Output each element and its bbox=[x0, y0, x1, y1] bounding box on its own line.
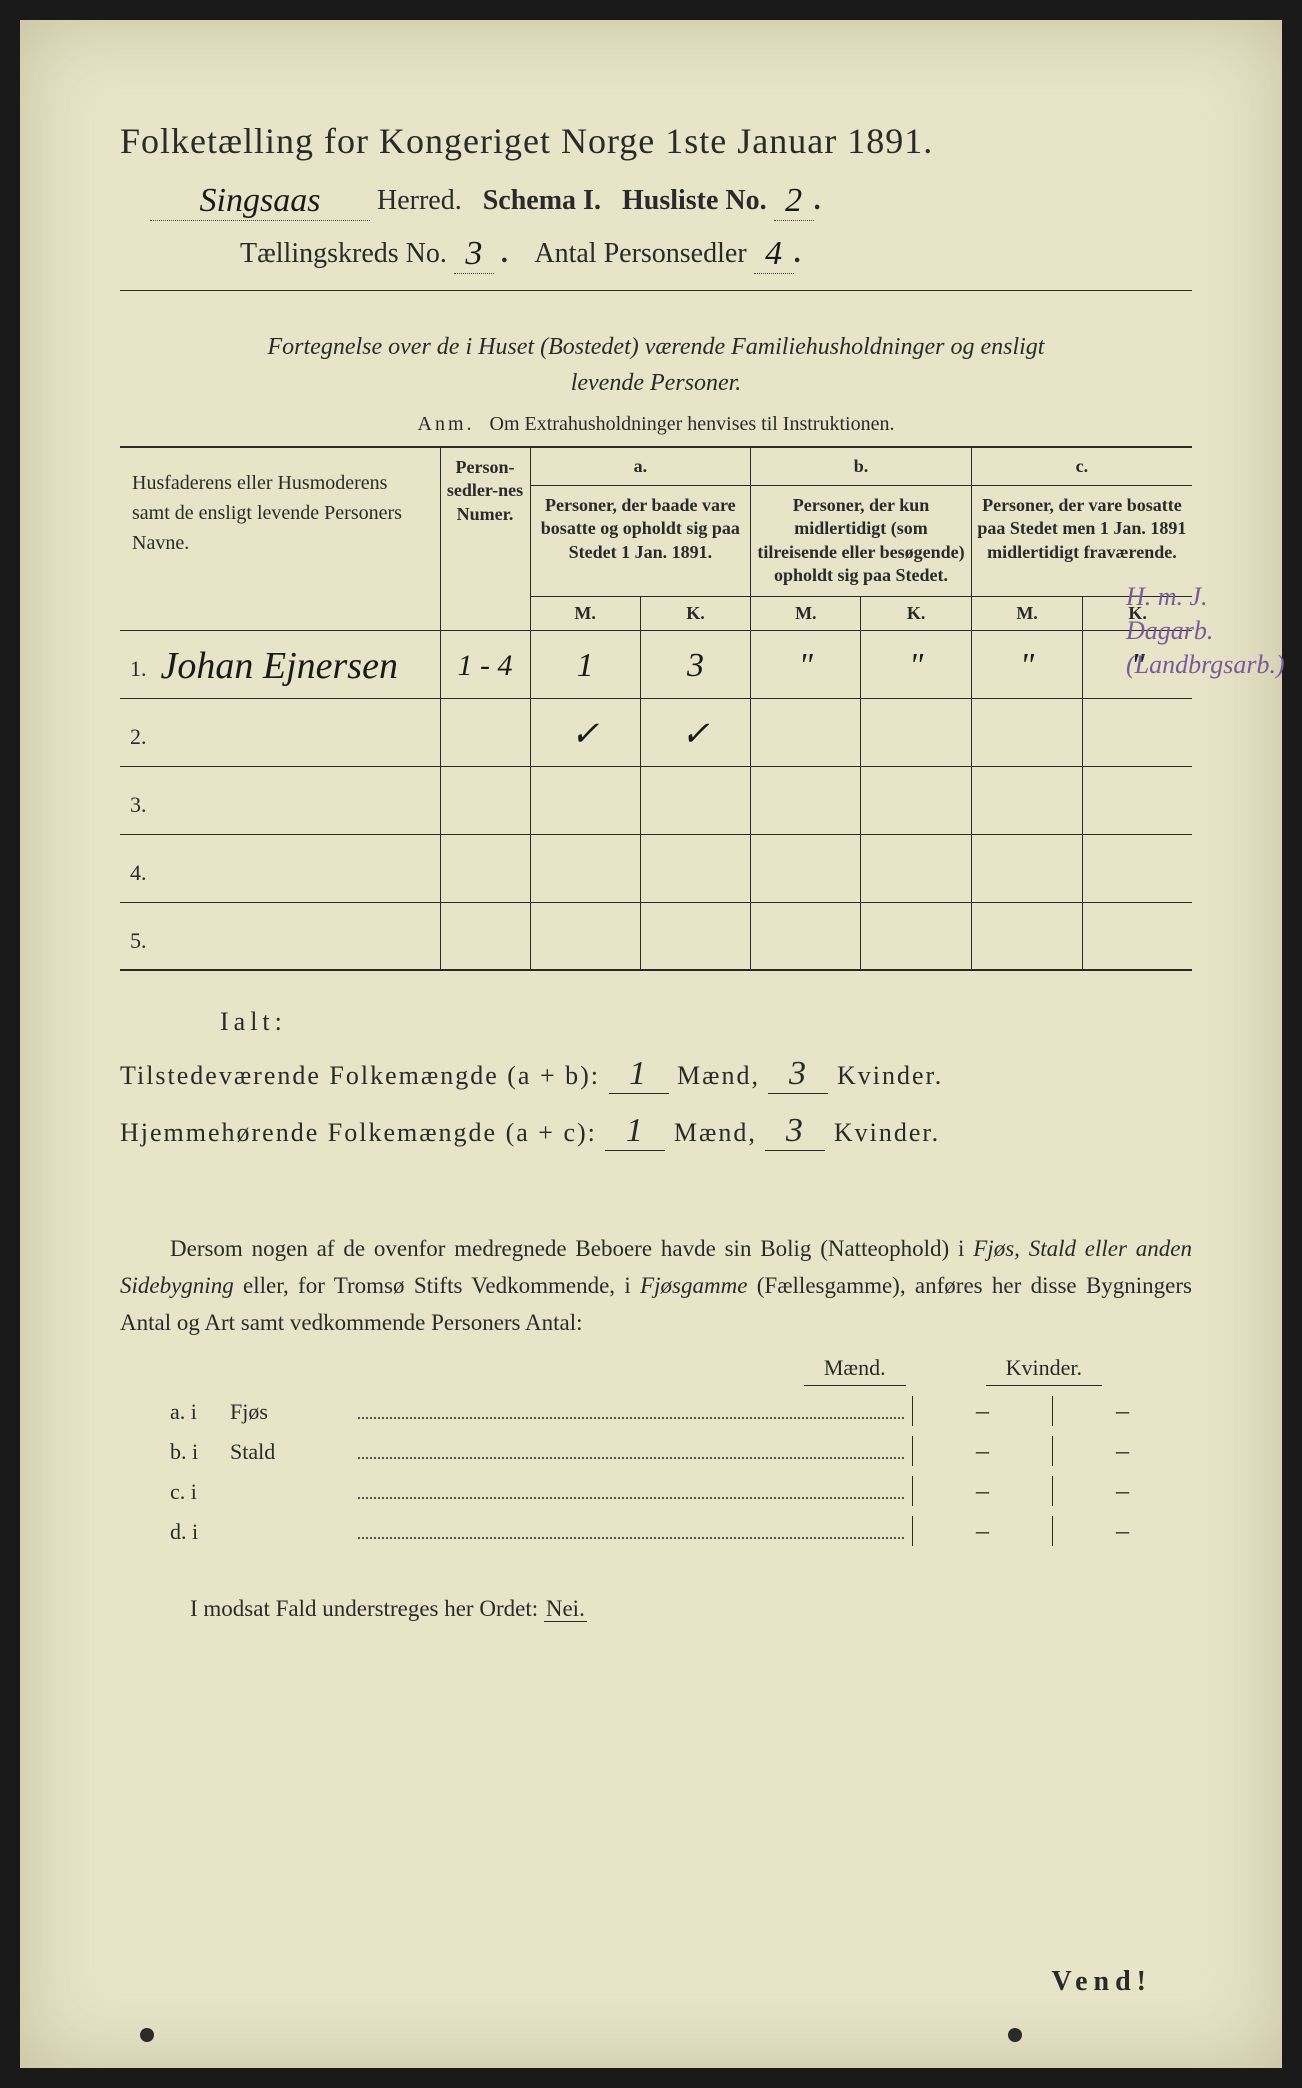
subtitle-line2: levende Personer. bbox=[571, 370, 742, 396]
subtitle-line1: Fortegnelse over de i Huset (Bostedet) v… bbox=[268, 334, 1045, 360]
kvinder-label-2: Kvinder. bbox=[834, 1118, 940, 1147]
building-row: b. iStald–– bbox=[120, 1436, 1192, 1466]
building-mk-header: Mænd. Kvinder. bbox=[120, 1355, 1192, 1386]
herred-label: Herred. bbox=[377, 185, 462, 216]
present-pop-label: Tilstedeværende Folkemængde (a + b): bbox=[120, 1061, 600, 1090]
negate-word: Nei. bbox=[544, 1596, 587, 1622]
present-women: 3 bbox=[768, 1055, 828, 1094]
col-a-label: a. bbox=[530, 447, 751, 486]
tkreds-no: 3 bbox=[454, 235, 494, 274]
margin-note-3: (Landbrgsarb.) bbox=[1126, 650, 1285, 679]
maend-label-2: Mænd, bbox=[674, 1118, 757, 1147]
anm-label: Anm. bbox=[418, 413, 475, 435]
negate-text: I modsat Fald understreges her Ordet: bbox=[190, 1596, 538, 1621]
margin-annotation: H. m. J. Dagarb. (Landbrgsarb.) bbox=[1126, 580, 1276, 681]
table-row: 4. bbox=[120, 834, 1192, 902]
building-row: c. i–– bbox=[120, 1476, 1192, 1506]
totals-line-2: Hjemmehørende Folkemængde (a + c): 1 Mæn… bbox=[120, 1112, 1192, 1151]
table-row: 2. ✓✓ bbox=[120, 698, 1192, 766]
resident-pop-label: Hjemmehørende Folkemængde (a + c): bbox=[120, 1118, 597, 1147]
census-form-page: Folketælling for Kongeriget Norge 1ste J… bbox=[20, 20, 1282, 2068]
tkreds-label: Tællingskreds No. bbox=[240, 238, 447, 269]
totals-line-1: Tilstedeværende Folkemængde (a + b): 1 M… bbox=[120, 1055, 1192, 1094]
table-row: 5. bbox=[120, 902, 1192, 970]
kvinder-label-1: Kvinder. bbox=[837, 1061, 943, 1090]
hole-punch-left bbox=[140, 2028, 154, 2042]
negate-line: I modsat Fald understreges her Ordet: Ne… bbox=[120, 1596, 1192, 1622]
husliste-no: 2 bbox=[774, 182, 814, 221]
subtitle: Fortegnelse over de i Huset (Bostedet) v… bbox=[120, 329, 1192, 401]
col-b-text: Personer, der kun midlertidigt (som tilr… bbox=[757, 495, 964, 585]
header-line-3: Tællingskreds No. 3 . Antal Personsedler… bbox=[120, 233, 1192, 272]
building-paragraph: Dersom nogen af de ovenfor medregnede Be… bbox=[120, 1231, 1192, 1341]
margin-note-1: H. m. J. bbox=[1126, 582, 1208, 611]
ialt-label: Ialt: bbox=[120, 1007, 1192, 1037]
col-b-m: M. bbox=[751, 596, 861, 630]
header-line-2: Singsaas Herred. Schema I. Husliste No. … bbox=[120, 180, 1192, 219]
col-name-header: Husfaderens eller Husmoderens samt de en… bbox=[132, 472, 402, 554]
table-row: 1. Johan Ejnersen1 - 413"""" bbox=[120, 630, 1192, 698]
maend-label-1: Mænd, bbox=[677, 1061, 760, 1090]
household-table: Husfaderens eller Husmoderens samt de en… bbox=[120, 446, 1192, 971]
table-row: 3. bbox=[120, 766, 1192, 834]
col-b-k: K. bbox=[861, 596, 971, 630]
col-numer-header: Person-sedler-nes Numer. bbox=[447, 457, 523, 524]
building-row: a. iFjøs–– bbox=[120, 1396, 1192, 1426]
anm-text: Om Extrahusholdninger henvises til Instr… bbox=[490, 413, 895, 435]
col-a-text: Personer, der baade vare bosatte og opho… bbox=[541, 495, 740, 562]
page-title: Folketælling for Kongeriget Norge 1ste J… bbox=[120, 120, 1192, 162]
col-c-text: Personer, der vare bosatte paa Stedet me… bbox=[977, 495, 1186, 562]
building-row: d. i–– bbox=[120, 1516, 1192, 1546]
resident-women: 3 bbox=[765, 1112, 825, 1151]
schema-label: Schema I. bbox=[483, 185, 601, 216]
kvinder-col-header: Kvinder. bbox=[986, 1355, 1102, 1386]
hole-punch-right bbox=[1008, 2028, 1022, 2042]
turn-over-label: Vend! bbox=[1051, 1966, 1152, 1998]
antal-label: Antal Personsedler bbox=[534, 238, 746, 269]
col-a-m: M. bbox=[530, 596, 640, 630]
husliste-label: Husliste No. bbox=[622, 185, 767, 216]
col-a-k: K. bbox=[640, 596, 750, 630]
resident-men: 1 bbox=[605, 1112, 665, 1151]
antal-no: 4 bbox=[754, 235, 794, 274]
col-c-m: M. bbox=[971, 596, 1083, 630]
herred-value: Singsaas bbox=[150, 182, 370, 221]
annotation-line: Anm. Om Extrahusholdninger henvises til … bbox=[120, 413, 1192, 436]
margin-note-2: Dagarb. bbox=[1126, 616, 1213, 645]
col-c-label: c. bbox=[971, 447, 1192, 486]
col-b-label: b. bbox=[751, 447, 972, 486]
present-men: 1 bbox=[609, 1055, 669, 1094]
maend-col-header: Mænd. bbox=[804, 1355, 906, 1386]
